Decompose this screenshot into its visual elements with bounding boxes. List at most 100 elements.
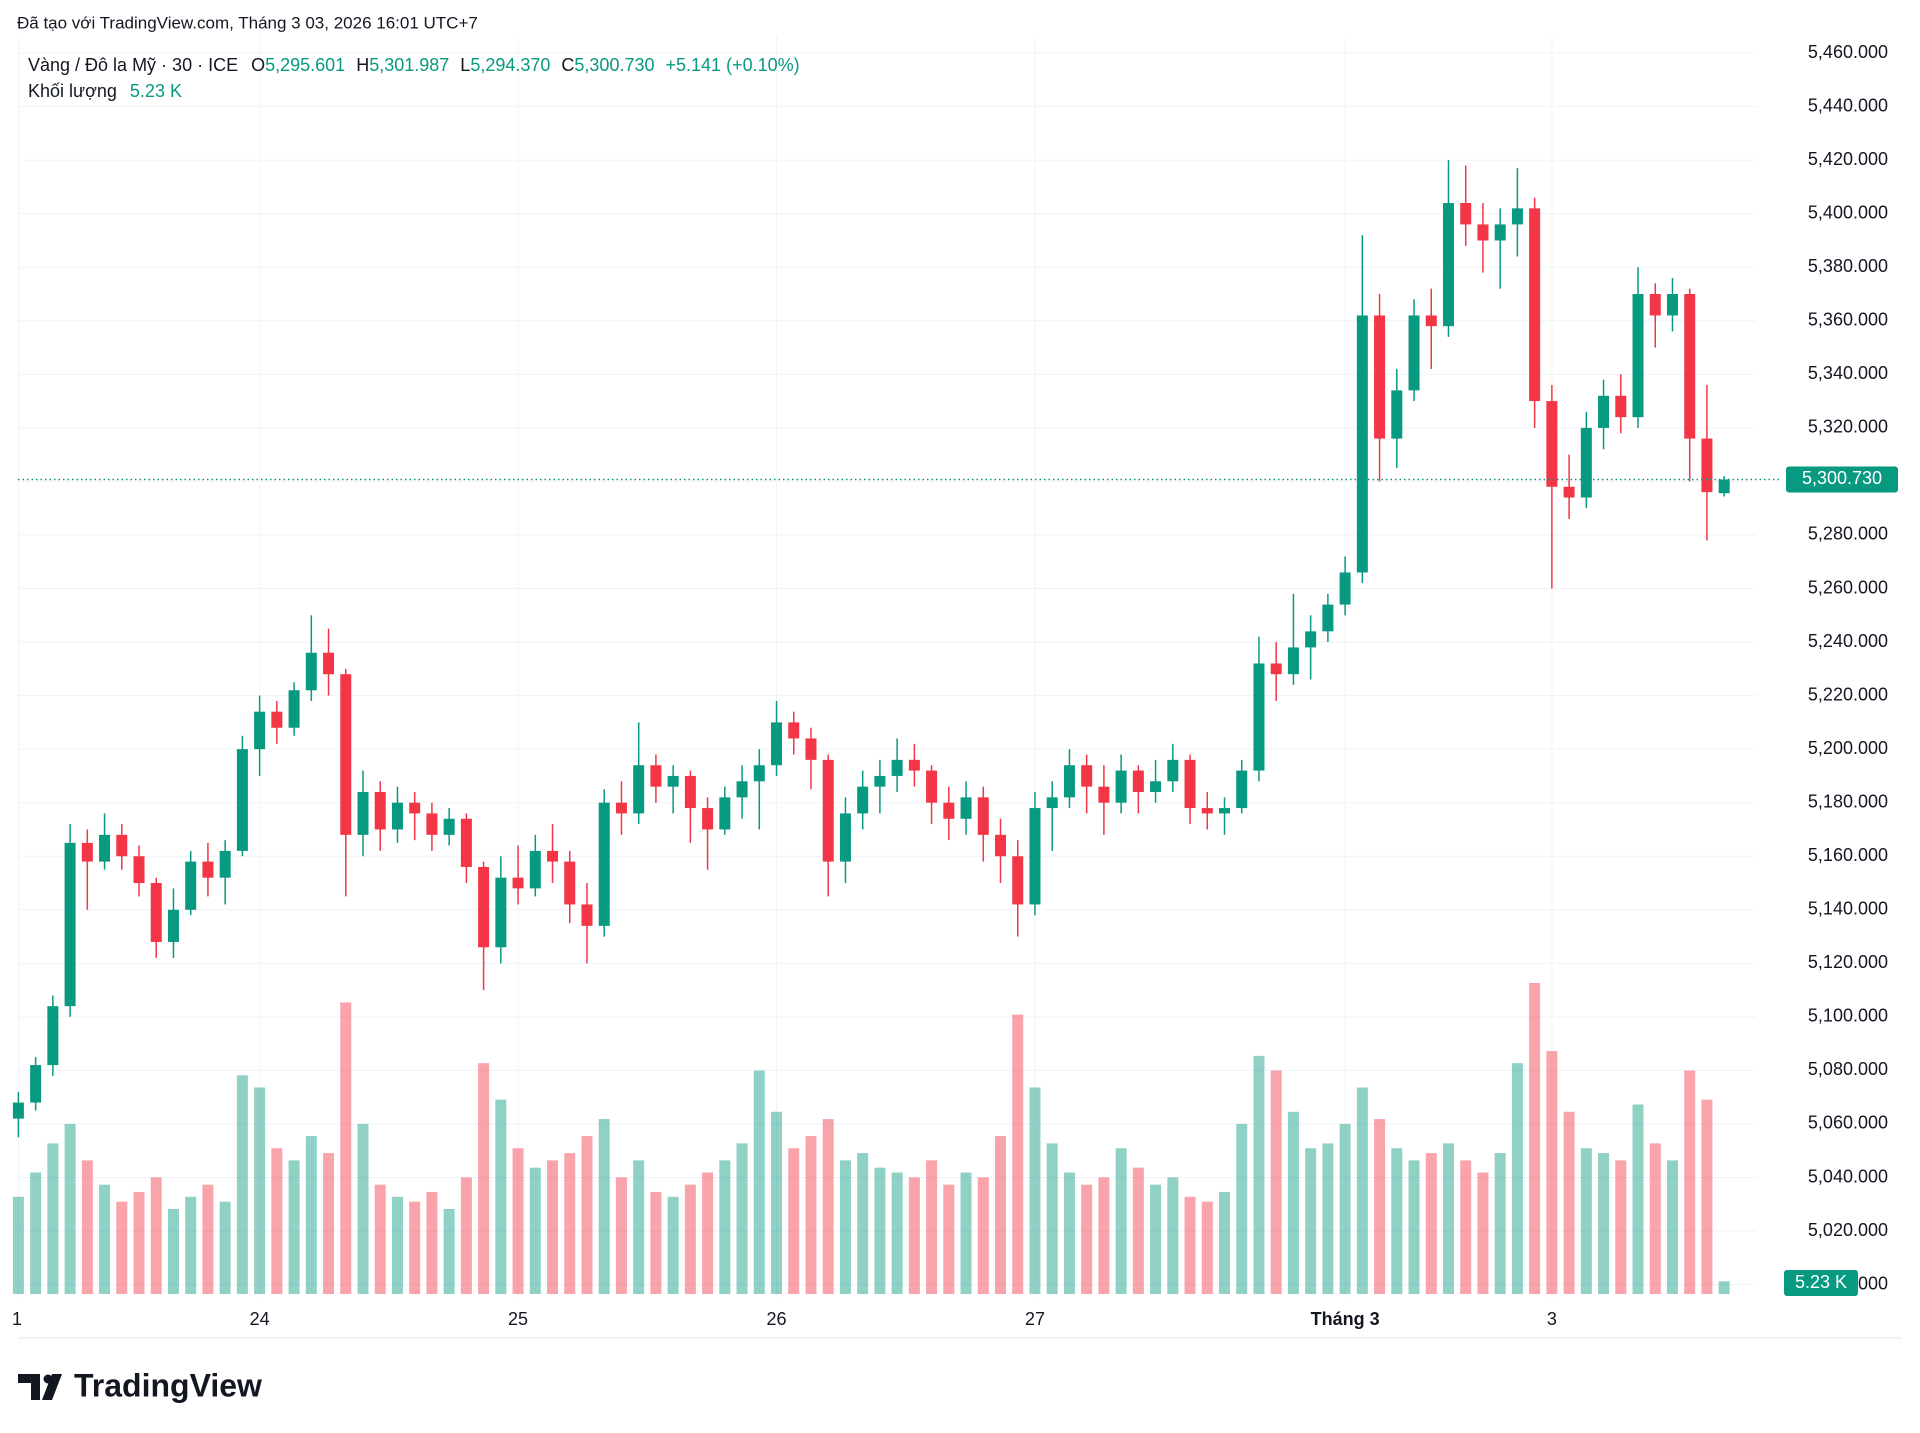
candle-body [547, 850, 559, 862]
candle-body [1632, 294, 1644, 418]
candle-body [1701, 438, 1713, 493]
volume-bar [340, 1002, 352, 1294]
volume-bar [1374, 1119, 1386, 1294]
volume-bar [598, 1119, 610, 1294]
volume-bar [857, 1153, 869, 1294]
candle-body [719, 797, 731, 830]
candle-body [219, 850, 231, 878]
volume-bar [839, 1160, 851, 1294]
y-tick-label: 5,240.000 [1808, 631, 1888, 651]
candle-body [1201, 808, 1213, 814]
volume-bar [1391, 1148, 1403, 1294]
candle-body [581, 904, 593, 926]
candle-body [1374, 315, 1386, 439]
candle-body [1236, 770, 1248, 809]
volume-bar [1322, 1143, 1334, 1294]
volume-bar [288, 1160, 300, 1294]
y-tick-label: 5,420.000 [1808, 149, 1888, 169]
volume-bar [478, 1063, 490, 1294]
candle-body [1477, 224, 1489, 241]
candle-body [1150, 781, 1162, 792]
candle-body [736, 781, 748, 798]
volume-bar [1684, 1070, 1696, 1294]
candle-body [478, 866, 490, 948]
candle-body [822, 759, 834, 862]
logo-icon [18, 1374, 62, 1400]
candle-body [788, 722, 800, 739]
volume-bar [1287, 1111, 1299, 1294]
candle-body [443, 818, 455, 835]
candle-body [908, 759, 920, 771]
volume-bar [271, 1148, 283, 1294]
volume-bar [1408, 1160, 1420, 1294]
volume-bar [167, 1208, 179, 1294]
volume-bar [1460, 1160, 1472, 1294]
candle-body [460, 818, 472, 867]
volume-bar [1666, 1160, 1678, 1294]
volume-bar [771, 1111, 783, 1294]
volume-bar [512, 1148, 524, 1294]
legend-h-label: H [356, 55, 369, 75]
volume-bar [1029, 1087, 1041, 1294]
candle-body [116, 834, 128, 857]
y-tick-label: 5,160.000 [1808, 845, 1888, 865]
volume-bar [81, 1160, 93, 1294]
candle-body [995, 834, 1007, 857]
volume-bar [891, 1172, 903, 1294]
candle-body [1322, 604, 1334, 632]
volume-bar [1253, 1055, 1265, 1294]
grid [17, 37, 1756, 1298]
volume-bar [1546, 1051, 1558, 1294]
y-tick-label: 5,220.000 [1808, 684, 1888, 704]
volume-bar [615, 1177, 627, 1294]
volume-bar [1150, 1184, 1162, 1294]
volume-bar [1305, 1148, 1317, 1294]
volume-bar [1219, 1191, 1230, 1294]
candle-body [977, 797, 989, 835]
candle-body [1425, 315, 1437, 327]
volume-bar [1649, 1143, 1661, 1294]
candle-body [1046, 797, 1058, 809]
volume-bar [357, 1123, 369, 1294]
candle-body [167, 909, 179, 942]
candle-body [1391, 390, 1403, 439]
volume-bar [1580, 1148, 1592, 1294]
candle-body [857, 786, 869, 814]
volume-bar [1184, 1196, 1196, 1294]
candle-body [753, 765, 765, 782]
volume-bar [1529, 983, 1541, 1294]
y-tick-label: 5,460.000 [1808, 42, 1888, 62]
volume-bar [1632, 1104, 1644, 1294]
brand-name: TradingView [74, 1367, 262, 1403]
caption: Đã tạo với TradingView.com, Tháng 3 03, … [17, 13, 478, 32]
y-tick-label: 5,020.000 [1808, 1220, 1888, 1240]
legend-o-label: O [251, 55, 265, 75]
volume-bar [1598, 1153, 1610, 1294]
candle-body [1063, 765, 1075, 798]
volume-bar [150, 1177, 162, 1294]
candle-body [305, 652, 317, 691]
candle-body [1546, 401, 1558, 487]
candle-body [684, 775, 696, 809]
candle-body [1460, 202, 1472, 225]
volume-bar [874, 1167, 886, 1294]
volume-bar [202, 1184, 214, 1294]
volume-bar [391, 1196, 403, 1294]
volume-bar [99, 1184, 111, 1294]
volume-bar [805, 1136, 817, 1294]
y-tick-label: 5,100.000 [1808, 1006, 1888, 1026]
volume-bar [1115, 1148, 1127, 1294]
legend-l-label: L [460, 55, 470, 75]
candle-body [771, 722, 783, 766]
volume-bar [1477, 1172, 1489, 1294]
volume-bar [426, 1191, 438, 1294]
legend: Vàng / Đô la Mỹ · 30 · ICE O5,295.601 H5… [28, 55, 800, 75]
candle-body [805, 738, 817, 760]
y-tick-label: 5,060.000 [1808, 1113, 1888, 1133]
volume-bar [529, 1167, 541, 1294]
volume-bar [1046, 1143, 1058, 1294]
candle-body [1615, 395, 1627, 418]
candle-body [1287, 647, 1299, 675]
axes: 5,000.0005,020.0005,040.0005,060.0005,08… [12, 42, 1898, 1329]
